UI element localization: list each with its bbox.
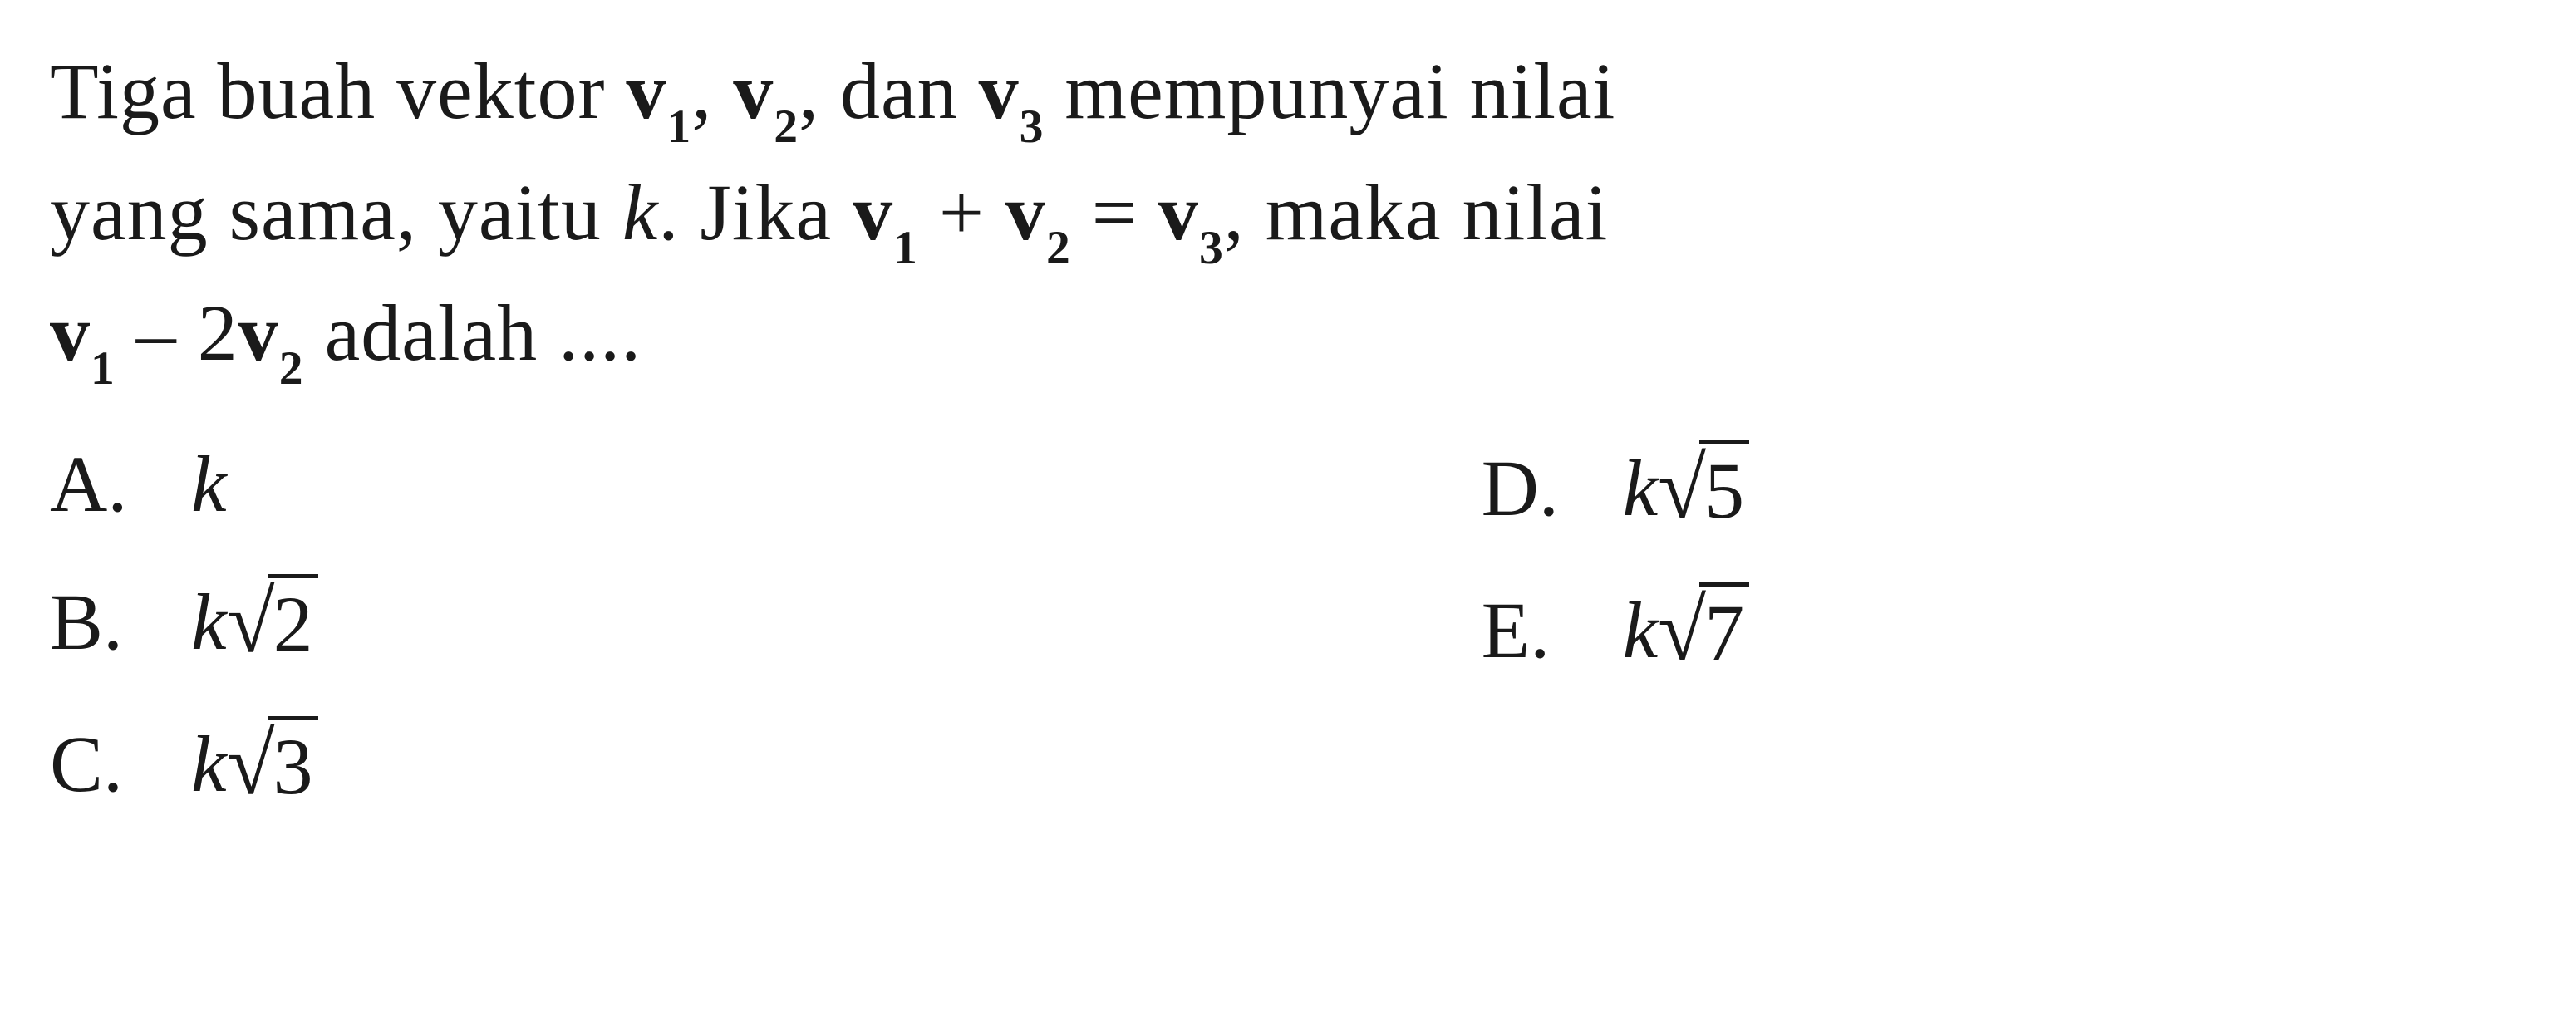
subscript-3: 3 xyxy=(1199,222,1224,274)
radical-sign: √ xyxy=(227,714,275,814)
option-letter: C. xyxy=(50,718,133,810)
option-value: k√5 xyxy=(1623,438,1750,538)
sqrt-icon: √3 xyxy=(227,714,318,814)
plus-sign: + xyxy=(918,168,1005,257)
options-column-right: D. k√5 E. k√7 xyxy=(1482,438,1750,814)
subscript-2: 2 xyxy=(1046,222,1071,274)
subscript-1: 1 xyxy=(893,222,918,274)
subscript-1: 1 xyxy=(91,342,116,395)
radicand: 3 xyxy=(268,716,318,813)
option-letter: E. xyxy=(1482,584,1565,676)
option-b: B. k√2 xyxy=(50,572,318,672)
option-a: A. k xyxy=(50,438,318,530)
radicand: 7 xyxy=(1699,582,1749,679)
vector-v1: v xyxy=(50,288,91,377)
text-segment: . Jika xyxy=(658,168,853,257)
sqrt-icon: √2 xyxy=(227,572,318,672)
option-d: D. k√5 xyxy=(1482,438,1750,538)
variable-k: k xyxy=(191,438,227,530)
option-letter: B. xyxy=(50,576,133,668)
option-letter: D. xyxy=(1482,442,1565,534)
text-segment: mempunyai nilai xyxy=(1044,47,1615,135)
text-segment: adalah .... xyxy=(304,288,642,377)
sqrt-icon: √7 xyxy=(1658,580,1749,680)
variable-k: k xyxy=(1623,442,1659,534)
radical-sign: √ xyxy=(1658,438,1706,538)
vector-v2: v xyxy=(1005,168,1046,257)
subscript-3: 3 xyxy=(1020,101,1045,153)
minus-sign: – 2 xyxy=(116,288,238,377)
options-column-left: A. k B. k√2 C. k√3 xyxy=(50,438,318,814)
radicand: 2 xyxy=(268,574,318,670)
option-e: E. k√7 xyxy=(1482,580,1750,680)
variable-k: k xyxy=(622,168,659,257)
subscript-2: 2 xyxy=(279,342,304,395)
option-value: k xyxy=(191,438,227,530)
vector-v1: v xyxy=(626,47,666,135)
text-segment: Tiga buah vektor xyxy=(50,47,626,135)
vector-v2: v xyxy=(238,288,279,377)
separator: , dan xyxy=(799,47,979,135)
vector-v3: v xyxy=(1158,168,1199,257)
equals-sign: = xyxy=(1071,168,1158,257)
separator: , xyxy=(691,47,733,135)
radicand: 5 xyxy=(1699,440,1749,537)
text-segment: yang sama, yaitu xyxy=(50,168,622,257)
option-value: k√7 xyxy=(1623,580,1750,680)
subscript-2: 2 xyxy=(774,101,799,153)
option-letter: A. xyxy=(50,438,133,530)
problem-statement: Tiga buah vektor v1, v2, dan v3 mempunya… xyxy=(50,33,2526,396)
option-value: k√3 xyxy=(191,714,318,814)
vector-v1: v xyxy=(853,168,893,257)
option-c: C. k√3 xyxy=(50,714,318,814)
text-segment: , maka nilai xyxy=(1224,168,1609,257)
radical-sign: √ xyxy=(227,572,275,672)
vector-v2: v xyxy=(733,47,774,135)
subscript-1: 1 xyxy=(666,101,691,153)
radical-sign: √ xyxy=(1658,580,1706,680)
variable-k: k xyxy=(191,576,227,668)
option-value: k√2 xyxy=(191,572,318,672)
answer-options: A. k B. k√2 C. k√3 D. k√5 E. xyxy=(50,438,2526,814)
vector-v3: v xyxy=(979,47,1020,135)
sqrt-icon: √5 xyxy=(1658,438,1749,538)
variable-k: k xyxy=(1623,584,1659,676)
variable-k: k xyxy=(191,718,227,810)
